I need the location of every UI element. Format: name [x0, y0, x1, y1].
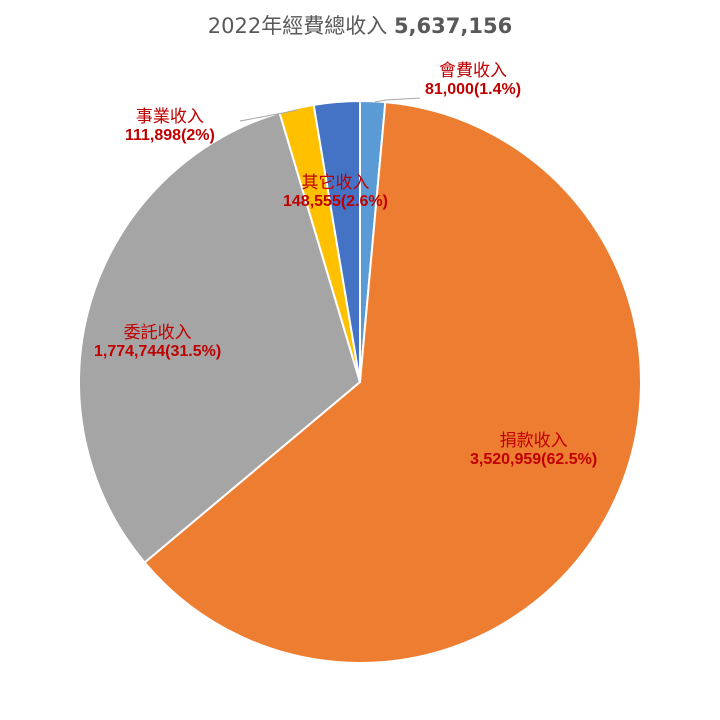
label-donation: 捐款收入 3,520,959(62.5%) — [470, 431, 598, 468]
title-total: 5,637,156 — [393, 14, 513, 38]
leader-line-business — [239, 109, 298, 122]
label-commission: 委託收入 1,774,744(31.5%) — [94, 323, 222, 360]
title-prefix: 2022年經費總收入 — [207, 14, 388, 38]
slice-donation — [143, 101, 642, 664]
slice-other — [312, 99, 361, 383]
slice-commission — [78, 111, 362, 564]
label-other: 其它收入 148,555(2.6%) — [283, 173, 388, 210]
leader-line-membership — [374, 97, 421, 103]
label-business: 事業收入 111,898(2%) — [125, 107, 215, 144]
label-membership: 會費收入 81,000(1.4%) — [425, 61, 522, 98]
chart-title: 2022年經費總收入 5,637,156 — [0, 10, 720, 40]
